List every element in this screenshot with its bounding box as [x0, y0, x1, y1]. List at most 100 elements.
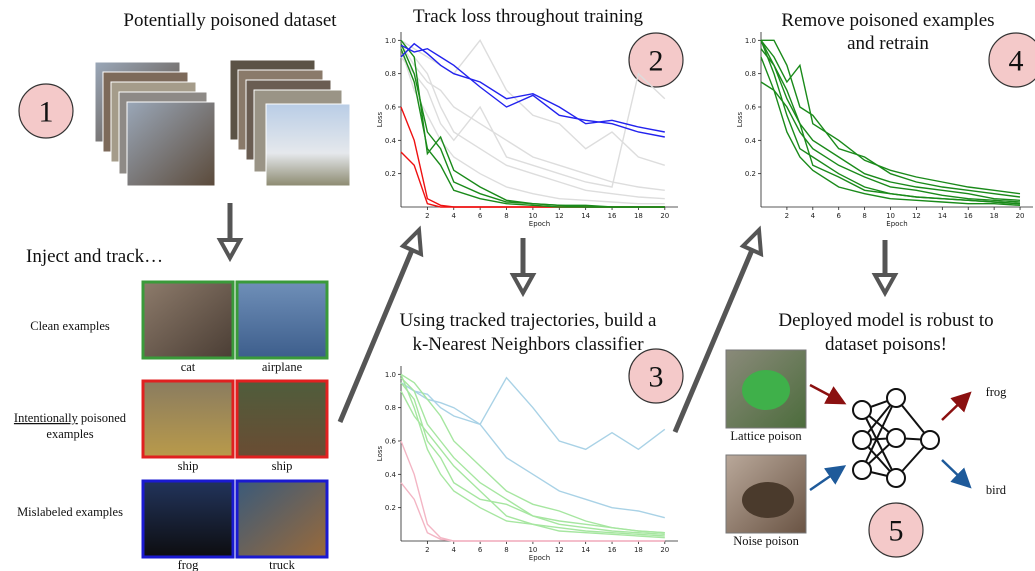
- x-tick-label: 10: [528, 212, 537, 220]
- x-tick-label: 16: [964, 212, 973, 220]
- x-tick-label: 4: [811, 212, 816, 220]
- y-tick-label: 0.4: [745, 137, 757, 145]
- figure: Potentially poisoned dataset Track loss …: [0, 0, 1035, 571]
- step-number: 4: [1009, 45, 1024, 78]
- x-tick-label: 4: [452, 212, 457, 220]
- x-tick-label: 18: [634, 212, 643, 220]
- x-tick-label: 6: [836, 212, 841, 220]
- retrain-title: Remove poisoned examples: [781, 10, 994, 31]
- x-tick-label: 16: [608, 212, 617, 220]
- x-tick-label: 20: [660, 212, 669, 220]
- y-tick-label: 0.6: [745, 104, 757, 112]
- y-axis-label: Loss: [736, 111, 744, 127]
- image-caption: ship: [178, 459, 199, 473]
- x-tick-label: 20: [1016, 212, 1025, 220]
- x-tick-label: 6: [478, 212, 483, 220]
- loss-curve: [401, 378, 665, 450]
- loss-curve: [401, 49, 665, 204]
- x-axis-label: Epoch: [529, 220, 550, 228]
- loss-curve: [761, 40, 1020, 193]
- retrain-title: and retrain: [847, 33, 929, 54]
- x-tick-label: 12: [555, 546, 564, 554]
- step-badge: 4: [989, 33, 1035, 87]
- poison-caption: Noise poison: [733, 534, 799, 548]
- x-tick-label: 2: [785, 212, 789, 220]
- loss-curve: [761, 40, 1020, 197]
- loss-curve: [401, 441, 665, 541]
- dataset-title: Potentially poisoned dataset: [123, 10, 337, 31]
- deploy-title: Deployed model is robust to: [778, 310, 993, 331]
- x-tick-label: 20: [660, 546, 669, 554]
- y-tick-label: 0.6: [385, 438, 397, 446]
- loss-curve: [401, 383, 665, 535]
- row-label: Intentionally poisoned: [14, 411, 127, 425]
- dataset-stack: [95, 60, 350, 186]
- y-tick-label: 0.2: [385, 504, 396, 512]
- loss-curve: [761, 82, 1020, 202]
- x-tick-label: 14: [581, 546, 590, 554]
- step-number: 1: [39, 96, 54, 129]
- x-tick-label: 12: [912, 212, 921, 220]
- inject-title: Inject and track…: [26, 246, 163, 267]
- output-label: frog: [986, 385, 1008, 399]
- deploy-title: dataset poisons!: [825, 334, 947, 355]
- loss-curve: [401, 40, 665, 165]
- y-tick-label: 0.6: [385, 104, 397, 112]
- example-images: [143, 282, 327, 557]
- x-tick-label: 12: [555, 212, 564, 220]
- step-number: 3: [649, 361, 664, 394]
- y-tick-label: 0.8: [385, 70, 396, 78]
- x-tick-label: 4: [452, 546, 457, 554]
- output-label: bird: [986, 483, 1007, 497]
- y-tick-label: 0.8: [385, 404, 396, 412]
- loss-curve: [401, 57, 665, 187]
- row-label: Mislabeled examples: [17, 505, 123, 519]
- x-tick-label: 2: [425, 212, 429, 220]
- row-label: Clean examples: [30, 319, 110, 333]
- step-badge: 5: [869, 503, 923, 557]
- y-tick-label: 0.2: [385, 170, 396, 178]
- y-axis-label: Loss: [376, 111, 384, 127]
- loss-curve: [401, 374, 665, 536]
- y-tick-label: 1.0: [385, 371, 396, 379]
- x-tick-label: 8: [504, 546, 508, 554]
- x-tick-label: 8: [504, 212, 508, 220]
- y-tick-label: 0.8: [745, 70, 756, 78]
- image-caption: frog: [178, 558, 200, 571]
- image-caption: cat: [181, 360, 196, 374]
- x-tick-label: 2: [425, 546, 429, 554]
- image-caption: truck: [269, 558, 295, 571]
- y-tick-label: 0.4: [385, 471, 397, 479]
- x-axis-label: Epoch: [529, 554, 550, 562]
- y-tick-label: 1.0: [385, 37, 396, 45]
- step-number: 2: [649, 45, 664, 78]
- step-badge: 1: [19, 84, 73, 138]
- knn-title: Using tracked trajectories, build a: [400, 310, 658, 331]
- loss-curve: [401, 40, 665, 198]
- x-tick-label: 6: [478, 546, 483, 554]
- neural-network: [853, 389, 939, 487]
- loss-curve: [401, 152, 665, 207]
- x-tick-label: 14: [581, 212, 590, 220]
- image-caption: airplane: [262, 360, 303, 374]
- x-tick-label: 14: [938, 212, 947, 220]
- step-badge: 3: [629, 349, 683, 403]
- x-axis-label: Epoch: [886, 220, 907, 228]
- x-tick-label: 16: [608, 546, 617, 554]
- loss-curve: [401, 44, 665, 207]
- row-label: examples: [46, 427, 93, 441]
- image-caption: ship: [272, 459, 293, 473]
- y-tick-label: 0.2: [745, 170, 756, 178]
- knn-title: k-Nearest Neighbors classifier: [412, 334, 644, 355]
- x-tick-label: 10: [528, 546, 537, 554]
- x-tick-label: 10: [886, 212, 895, 220]
- row-label-emphasis: Intentionally: [14, 411, 79, 425]
- row-label-rest: poisoned: [78, 411, 127, 425]
- poison-caption: Lattice poison: [730, 429, 802, 443]
- x-tick-label: 8: [862, 212, 866, 220]
- x-tick-label: 18: [990, 212, 999, 220]
- step-number: 5: [889, 515, 904, 548]
- y-axis-label: Loss: [376, 445, 384, 461]
- y-tick-label: 0.4: [385, 137, 397, 145]
